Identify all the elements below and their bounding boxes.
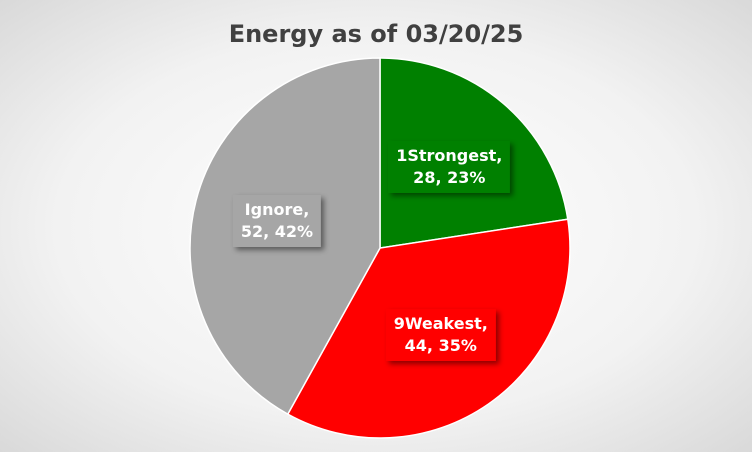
data-label: 9Weakest, 44, 35% (385, 309, 496, 362)
data-label: 1Strongest, 28, 23% (388, 141, 511, 194)
data-label: Ignore, 52, 42% (232, 195, 322, 248)
chart-title: Energy as of 03/20/25 (228, 20, 524, 48)
